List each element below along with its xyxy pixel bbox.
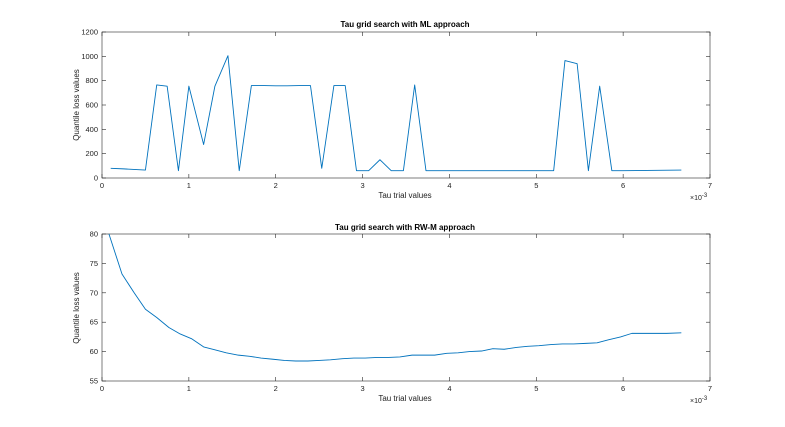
ml-x-tick-label: 6 [621,181,625,190]
rwm-x-tick-label: 0 [100,384,104,393]
ml-x-tick-label: 5 [534,181,538,190]
rwm-y-tick-label: 55 [90,377,98,386]
ml-y-tick-label: 200 [85,149,98,158]
ml-approach-panel: Tau grid search with ML approach Tau tri… [72,20,712,202]
rwm-x-tick-label: 5 [534,384,538,393]
ml-y-tick-label: 1000 [81,52,98,61]
ml-x-tick-label: 1 [187,181,191,190]
rwm-x-exponent: ×10-3 [690,396,708,405]
ml-series-line-0 [110,55,682,172]
rwm-y-tick-label: 60 [90,347,98,356]
ml-x-tick-label: 2 [274,181,278,190]
ml-y-tick-label: 0 [94,174,98,183]
rwm-x-tick-label: 6 [621,384,625,393]
rwm-x-tick-label: 2 [274,384,278,393]
rwm-y-axis-label: Quantile loss values [72,272,81,344]
ml-x-tick-label: 3 [360,181,364,190]
rwm-y-tick-label: 65 [90,318,98,327]
ml-chart-title: Tau grid search with ML approach [340,20,469,29]
rwm-y-tick-label: 70 [90,288,98,297]
rwm-y-tick-label: 75 [90,259,98,268]
ml-y-tick-label: 600 [85,101,98,110]
ml-x-tick-label: 7 [708,181,712,190]
rwm-y-tick-label: 80 [90,230,98,239]
ml-y-tick-label: 800 [85,76,98,85]
rwm-chart-title: Tau grid search with RW-M approach [335,223,475,232]
rwm-series-line-0 [108,233,682,362]
rwm-x-exponent-base: ×10 [690,398,702,405]
ml-x-exponent-power: -3 [702,193,708,199]
rwm-x-tick-label: 4 [447,384,451,393]
rwm-approach-panel: Tau grid search with RW-M approach Tau t… [72,223,712,405]
rwm-x-axis-label: Tau trial values [378,394,431,403]
rwm-x-tick-label: 3 [360,384,364,393]
ml-y-tick-label: 400 [85,125,98,134]
rwm-x-tick-label: 1 [187,384,191,393]
ml-y-tick-label: 1200 [81,28,98,37]
rwm-x-tick-label: 7 [708,384,712,393]
ml-x-tick-label: 0 [100,181,104,190]
rwm-axes-box [101,233,711,382]
rwm-x-exponent-power: -3 [702,396,708,402]
ml-x-axis-label: Tau trial values [378,191,431,200]
ml-y-axis-label: Quantile loss values [72,69,81,141]
ml-x-exponent: ×10-3 [690,193,708,202]
ml-x-tick-label: 4 [447,181,451,190]
ml-x-exponent-base: ×10 [690,195,702,202]
